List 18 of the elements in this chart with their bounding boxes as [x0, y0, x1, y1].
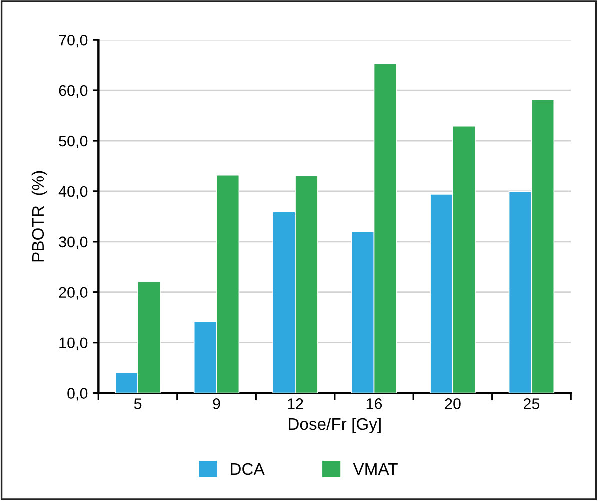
x-tick-label: 9	[213, 398, 220, 410]
y-tick-label: 60,0	[59, 85, 88, 98]
legend-label: VMAT	[353, 464, 398, 476]
x-tick-label: 16	[366, 398, 382, 410]
y-tick-label: 50,0	[59, 136, 88, 148]
y-tick-label: 20,0	[59, 287, 88, 300]
y-axis-title: PBOTR (%)	[32, 171, 48, 262]
y-tick-label: 0,0	[68, 388, 88, 401]
legend-label: DCA	[231, 463, 265, 476]
x-tick-label: 5	[134, 398, 142, 410]
y-tick-label: 30,0	[59, 236, 88, 250]
y-tick-label: 70,0	[59, 34, 88, 48]
x-tick-label: 12	[288, 398, 304, 410]
y-tick-label: 40,0	[58, 186, 88, 199]
x-tick-label: 25	[524, 398, 540, 410]
x-axis-title: Dose/Fr [Gy]	[289, 418, 381, 434]
y-tick-label: 10,0	[60, 338, 88, 350]
x-tick-label: 20	[445, 398, 461, 410]
